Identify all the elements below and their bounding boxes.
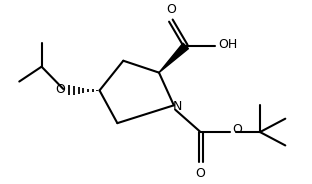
Text: N: N bbox=[173, 100, 182, 113]
Text: O: O bbox=[196, 167, 206, 180]
Text: OH: OH bbox=[218, 38, 237, 51]
Text: O: O bbox=[232, 123, 242, 136]
Text: O: O bbox=[56, 83, 65, 96]
Text: O: O bbox=[166, 3, 176, 16]
Polygon shape bbox=[159, 43, 188, 73]
